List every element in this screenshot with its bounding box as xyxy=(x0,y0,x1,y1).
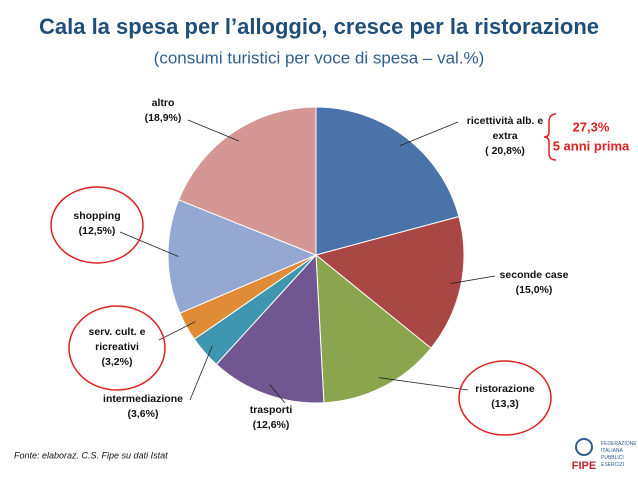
logo: FIPE FEDERAZIONE ITALIANA PUBBLICI ESERC… xyxy=(572,438,637,472)
slice-label: altro (18,9%) xyxy=(118,96,208,126)
slice-label: trasporti (12,6%) xyxy=(226,403,316,433)
slice-label: ricettività alb. e extra ( 20,8%) xyxy=(455,114,555,159)
brace xyxy=(543,113,557,161)
value-label: ( 20,8%) xyxy=(485,145,525,157)
category-label: ristorazione xyxy=(475,383,535,395)
value-label: (12,6%) xyxy=(252,419,290,431)
category-label: trasporti xyxy=(249,404,293,416)
slice-label: seconde case (15,0%) xyxy=(490,268,578,298)
pie xyxy=(167,106,465,404)
pie-slice xyxy=(315,253,432,404)
pie-slice xyxy=(314,215,465,349)
value-label: (18,9%) xyxy=(144,112,182,124)
leader-line xyxy=(450,275,496,284)
pie-slice xyxy=(178,106,317,256)
highlight-circle xyxy=(68,305,166,391)
leader-line xyxy=(378,377,469,391)
value-label: (3,2%) xyxy=(101,356,133,368)
annotation: 27,3% xyxy=(573,119,610,134)
logo-icon xyxy=(575,438,593,456)
leader-line xyxy=(119,231,179,257)
leaders xyxy=(119,119,496,404)
slice-label: intermediazione (3,6%) xyxy=(95,392,191,422)
logo-text: FEDERAZIONE xyxy=(601,441,637,447)
pie-slice xyxy=(315,106,460,256)
annotation: 5 anni prima xyxy=(553,138,630,153)
source: Fonte: elaboraz. C.S. Fipe su dati Istat xyxy=(14,450,168,460)
leader-line xyxy=(399,121,459,147)
value-label: (12,5%) xyxy=(78,225,116,237)
category-label: altro xyxy=(151,97,175,109)
leader-line xyxy=(269,384,286,404)
highlight-circle xyxy=(50,186,144,264)
slice-label: ristorazione (13,3) xyxy=(465,382,545,412)
logo-text: ITALIANA xyxy=(601,448,624,454)
category-label: serv. cult. e ricreativi xyxy=(88,326,146,353)
pie-slice xyxy=(215,253,325,404)
pie-slice xyxy=(167,199,318,314)
highlight-circle xyxy=(458,360,552,436)
category-label: intermediazione xyxy=(103,393,183,405)
category-label: shopping xyxy=(73,210,121,222)
value-label: (15,0%) xyxy=(515,284,553,296)
chart-title: Cala la spesa per l’alloggio, cresce per… xyxy=(39,14,599,39)
category-label: seconde case xyxy=(499,269,569,281)
category-label: ricettività alb. e extra xyxy=(466,115,544,142)
slice-label: shopping (12,5%) xyxy=(55,209,139,239)
leader-line xyxy=(158,321,196,341)
slice-label: serv. cult. e ricreativi (3,2%) xyxy=(75,325,159,370)
leader-line xyxy=(187,119,240,142)
leader-line xyxy=(189,345,213,401)
logo-text: PUBBLICI xyxy=(601,455,624,461)
chart-subtitle: (consumi turistici per voce di spesa – v… xyxy=(154,48,485,67)
value-label: (3,6%) xyxy=(127,408,159,420)
logo-text: ESERCIZI xyxy=(601,462,624,468)
logo-name: FIPE xyxy=(572,460,596,472)
value-label: (13,3) xyxy=(491,398,519,410)
